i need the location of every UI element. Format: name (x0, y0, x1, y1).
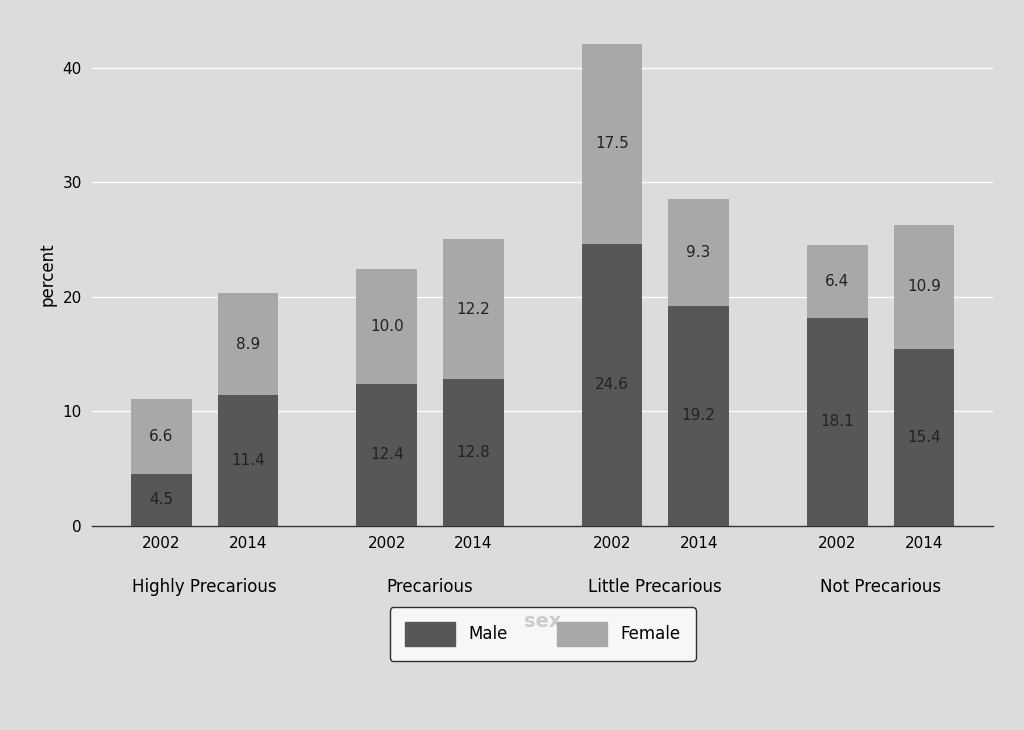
Bar (669, 199, 729, 306)
Text: 6.6: 6.6 (150, 429, 174, 444)
Text: sex: sex (524, 612, 561, 631)
Text: 24.6: 24.6 (595, 377, 629, 392)
Bar (443, 239, 504, 379)
Bar (807, 318, 867, 526)
Text: Highly Precarious: Highly Precarious (132, 578, 278, 596)
Bar (356, 269, 417, 384)
Text: 18.1: 18.1 (820, 415, 854, 429)
Y-axis label: percent: percent (39, 242, 56, 306)
Text: 4.5: 4.5 (150, 492, 173, 507)
Text: 15.4: 15.4 (907, 430, 941, 445)
Bar (356, 384, 417, 526)
Bar (443, 379, 504, 526)
Bar (669, 306, 729, 526)
Text: 6.4: 6.4 (825, 274, 850, 289)
Bar (582, 44, 642, 244)
Text: Precarious: Precarious (387, 578, 473, 596)
Text: 12.2: 12.2 (457, 301, 490, 317)
Text: 11.4: 11.4 (231, 453, 265, 468)
Text: 8.9: 8.9 (236, 337, 260, 352)
Legend: Male, Female: Male, Female (390, 607, 695, 661)
Text: 19.2: 19.2 (682, 408, 716, 423)
Text: 9.3: 9.3 (686, 245, 711, 260)
Text: 10.0: 10.0 (370, 319, 403, 334)
Bar (131, 474, 191, 526)
Bar (582, 244, 642, 526)
Bar (807, 245, 867, 318)
Bar (131, 399, 191, 474)
Text: 10.9: 10.9 (907, 280, 941, 294)
Bar (218, 293, 279, 395)
Text: Little Precarious: Little Precarious (589, 578, 722, 596)
Bar (894, 349, 954, 526)
Bar (894, 225, 954, 349)
Bar (218, 395, 279, 526)
Text: 12.8: 12.8 (457, 445, 490, 460)
Text: 17.5: 17.5 (595, 137, 629, 151)
Text: Not Precarious: Not Precarious (820, 578, 941, 596)
Text: 12.4: 12.4 (370, 447, 403, 462)
